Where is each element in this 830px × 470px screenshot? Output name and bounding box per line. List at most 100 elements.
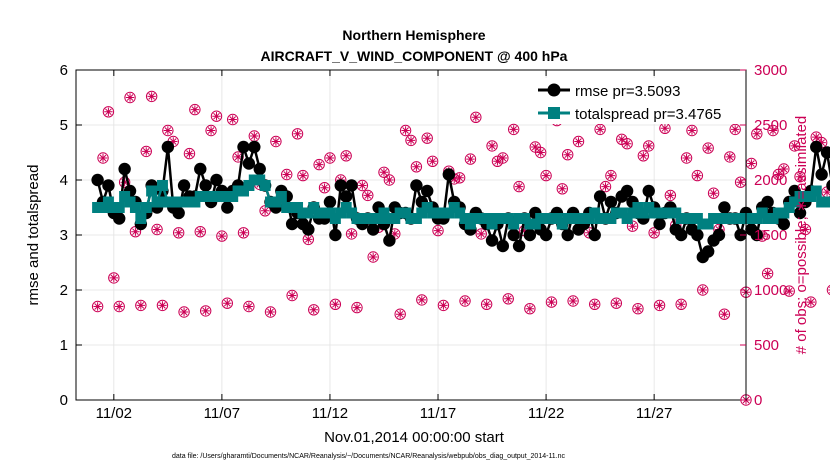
obs-assimilated-marker	[115, 302, 124, 311]
y-tick-label: 4	[60, 172, 68, 189]
obs-assimilated-marker	[536, 148, 545, 157]
obs-possible-marker	[540, 169, 552, 182]
obs-assimilated-marker	[428, 157, 437, 166]
rmse-point	[237, 140, 250, 154]
rmse-point	[507, 228, 520, 242]
obs-assimilated-marker	[504, 294, 513, 303]
obs-assimilated-marker	[390, 229, 399, 239]
obs-assimilated-marker	[822, 187, 830, 197]
obs-assimilated-marker	[660, 124, 670, 133]
obs-possible-marker	[421, 132, 433, 144]
rmse-point	[339, 190, 353, 203]
obs-assimilated-marker	[768, 126, 778, 135]
rmse-point	[826, 179, 830, 192]
obs-possible-marker	[799, 223, 812, 236]
obs-possible-marker	[534, 146, 547, 159]
obs-assimilated-marker	[460, 296, 470, 306]
obs-possible-marker	[405, 134, 417, 147]
obs-possible-marker	[675, 298, 687, 310]
obs-possible-marker	[783, 285, 795, 297]
obs-assimilated-marker	[358, 181, 367, 190]
obs-possible-marker	[216, 230, 228, 242]
rmse-point	[345, 179, 358, 192]
rmse-point	[701, 245, 715, 258]
obs-assimilated-marker	[644, 141, 653, 151]
obs-assimilated-marker	[628, 222, 637, 231]
obs-possible-marker	[707, 187, 720, 199]
x-tick-label: 11/02	[96, 405, 132, 422]
obs-possible-marker	[226, 113, 239, 126]
obs-possible-marker	[102, 106, 115, 118]
obs-possible-marker	[162, 124, 174, 137]
rmse-point	[421, 184, 434, 198]
obs-possible-marker	[291, 128, 304, 140]
obs-possible-marker	[761, 267, 774, 280]
obs-possible-marker	[313, 158, 325, 171]
data-file-footnote: data file: /Users/gharamti/Documents/NCA…	[172, 453, 566, 460]
obs-assimilated-marker	[703, 143, 713, 153]
obs-assimilated-marker	[747, 159, 756, 168]
obs-assimilated-marker	[212, 112, 221, 121]
y-axis-label: rmse and totalspread	[25, 165, 42, 306]
obs-assimilated-marker	[347, 229, 356, 239]
obs-assimilated-marker	[250, 131, 259, 141]
obs-possible-marker	[686, 124, 698, 137]
obs-possible-marker	[308, 304, 320, 316]
obs-possible-marker	[329, 298, 342, 310]
y-tick-label: 2	[60, 282, 68, 299]
obs-assimilated-marker	[482, 300, 491, 309]
obs-possible-marker	[383, 174, 396, 186]
obs-assimilated-marker	[795, 172, 805, 181]
rmse-point	[691, 228, 704, 242]
obs-possible-marker	[362, 189, 374, 202]
obs-assimilated-marker	[606, 171, 616, 180]
obs-assimilated-marker	[282, 170, 291, 179]
totalspread-point	[135, 213, 147, 224]
obs-assimilated-marker	[304, 235, 313, 244]
obs-possible-marker	[718, 308, 731, 320]
rmse-point	[620, 184, 634, 198]
obs-possible-marker	[567, 295, 579, 307]
rmse-point	[750, 228, 764, 242]
obs-possible-marker	[632, 303, 644, 315]
obs-assimilated-marker	[455, 173, 464, 182]
rmse-point	[496, 239, 510, 253]
axes: 11/02 11/07 11/12 11/17 11/22 11/27 0 1 2 3 4 5 6 0 50…	[60, 62, 788, 422]
y-tick-label: 6	[60, 62, 68, 79]
x-tick-label: 11/27	[636, 405, 672, 422]
rmse-point	[253, 162, 266, 176]
rmse-point	[820, 146, 830, 159]
obs-possible-marker	[340, 150, 352, 162]
obs-assimilated-marker	[509, 125, 518, 134]
obs-assimilated-marker	[493, 157, 502, 166]
obs-assimilated-marker	[547, 297, 556, 307]
obs-possible-marker	[470, 111, 482, 124]
obs-possible-marker	[437, 299, 450, 312]
obs-possible-marker	[91, 300, 104, 313]
x-axis-label: Nov.01,2014 00:00:00 start	[324, 429, 505, 446]
obs-possible-marker	[113, 300, 125, 313]
y2-tick-label: 2000	[754, 172, 787, 189]
obs-assimilated-marker	[574, 137, 583, 146]
x-tick-label: 11/07	[204, 405, 240, 422]
obs-assimilated-marker	[185, 149, 194, 158]
obs-assimilated-marker	[136, 301, 146, 310]
obs-assimilated-marker	[423, 134, 432, 143]
rmse-point	[674, 228, 688, 242]
obs-assimilated-marker	[531, 142, 540, 152]
rmse-point	[604, 195, 618, 209]
rmse-point	[383, 234, 396, 247]
obs-assimilated-marker	[239, 228, 248, 237]
rmse-point	[712, 228, 726, 242]
obs-possible-marker	[459, 295, 471, 307]
legend: rmse pr=3.5093 totalspread pr=3.4765	[532, 78, 738, 124]
legend-rmse-label: rmse pr=3.5093	[575, 83, 680, 100]
obs-assimilated-marker	[98, 153, 108, 163]
obs-possible-marker	[124, 91, 136, 104]
obs-possible-marker	[151, 223, 163, 236]
obs-assimilated-marker	[525, 304, 535, 313]
obs-possible-marker	[281, 168, 293, 181]
obs-possible-marker	[135, 299, 147, 312]
rmse-point	[410, 179, 423, 192]
obs-possible-marker	[497, 152, 509, 164]
